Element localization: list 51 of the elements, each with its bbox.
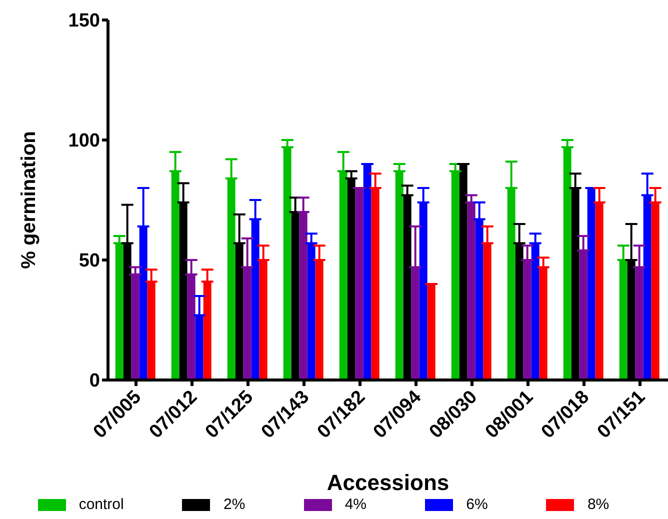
bar bbox=[427, 284, 436, 380]
bar bbox=[531, 242, 540, 380]
bar bbox=[451, 170, 460, 380]
bar bbox=[483, 242, 492, 380]
bar bbox=[195, 314, 204, 380]
legend-label: 2% bbox=[222, 496, 246, 513]
bar bbox=[171, 170, 180, 380]
bar bbox=[523, 260, 532, 380]
bar bbox=[635, 266, 644, 380]
legend-label: control bbox=[78, 496, 124, 513]
legend-label: 8% bbox=[586, 496, 610, 513]
bar bbox=[507, 188, 516, 380]
bar bbox=[411, 266, 420, 380]
bar bbox=[595, 202, 604, 380]
bar bbox=[243, 266, 252, 380]
y-tick-label: 0 bbox=[89, 370, 100, 392]
bar bbox=[643, 194, 652, 380]
y-tick-label: 150 bbox=[68, 10, 100, 32]
bar bbox=[467, 202, 476, 380]
bar bbox=[187, 274, 196, 380]
bar bbox=[139, 226, 148, 380]
bar bbox=[579, 250, 588, 380]
bar bbox=[587, 188, 596, 380]
y-tick-label: 100 bbox=[68, 130, 100, 152]
bar bbox=[227, 178, 236, 380]
y-axis-title: % germination bbox=[18, 131, 40, 269]
bar bbox=[539, 266, 548, 380]
bar bbox=[259, 260, 268, 380]
bar bbox=[283, 146, 292, 380]
bar bbox=[395, 170, 404, 380]
bar bbox=[115, 242, 124, 380]
bar bbox=[355, 188, 364, 380]
bar bbox=[651, 202, 660, 380]
bar bbox=[299, 212, 308, 380]
bar bbox=[563, 146, 572, 380]
legend-label: 4% bbox=[344, 496, 366, 513]
bar bbox=[371, 188, 380, 380]
x-axis-title: Accessions bbox=[326, 470, 450, 495]
bar bbox=[339, 170, 348, 380]
bar bbox=[251, 218, 260, 380]
bar bbox=[307, 242, 316, 380]
legend-label: 6% bbox=[465, 496, 488, 513]
bar bbox=[131, 274, 140, 380]
bar bbox=[475, 218, 484, 380]
bar bbox=[147, 281, 156, 380]
bar bbox=[203, 281, 212, 380]
bar bbox=[363, 164, 372, 380]
bar bbox=[619, 260, 628, 380]
y-tick-label: 50 bbox=[78, 250, 100, 272]
bar bbox=[315, 260, 324, 380]
bar bbox=[419, 202, 428, 380]
